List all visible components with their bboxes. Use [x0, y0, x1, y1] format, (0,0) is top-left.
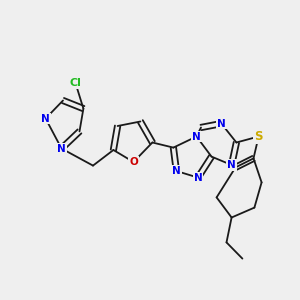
Text: N: N [57, 143, 66, 154]
Text: N: N [172, 166, 181, 176]
Text: N: N [41, 113, 50, 124]
Text: N: N [192, 131, 201, 142]
Text: N: N [217, 118, 226, 129]
Text: S: S [254, 130, 263, 143]
Text: N: N [227, 160, 236, 170]
Text: N: N [194, 172, 202, 183]
Text: Cl: Cl [70, 78, 82, 88]
Text: O: O [129, 157, 138, 167]
